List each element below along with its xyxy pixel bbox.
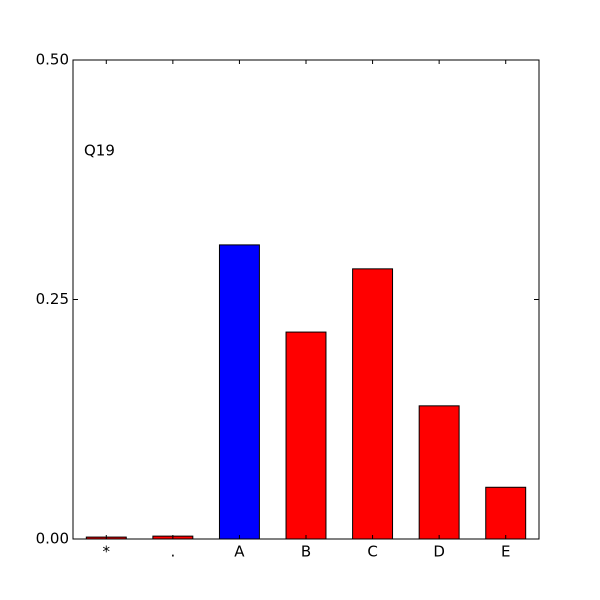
bar — [418, 405, 460, 540]
x-tick-label: . — [170, 543, 175, 561]
x-tick-label: * — [103, 543, 111, 561]
plot-frame — [72, 59, 540, 540]
x-tick-label: D — [433, 543, 445, 561]
x-tick-label: E — [501, 543, 510, 561]
bar — [485, 486, 527, 540]
annotation: Q19 — [84, 142, 115, 160]
x-tick-label: C — [367, 543, 377, 561]
bar — [352, 268, 394, 540]
y-tick-label: 0.50 — [36, 51, 69, 69]
x-tick-label: B — [301, 543, 311, 561]
y-tick-label: 0.00 — [36, 530, 69, 548]
bar — [285, 331, 327, 540]
y-tick-label: 0.25 — [36, 290, 69, 308]
x-tick-label: A — [234, 543, 245, 561]
bar — [218, 244, 260, 540]
